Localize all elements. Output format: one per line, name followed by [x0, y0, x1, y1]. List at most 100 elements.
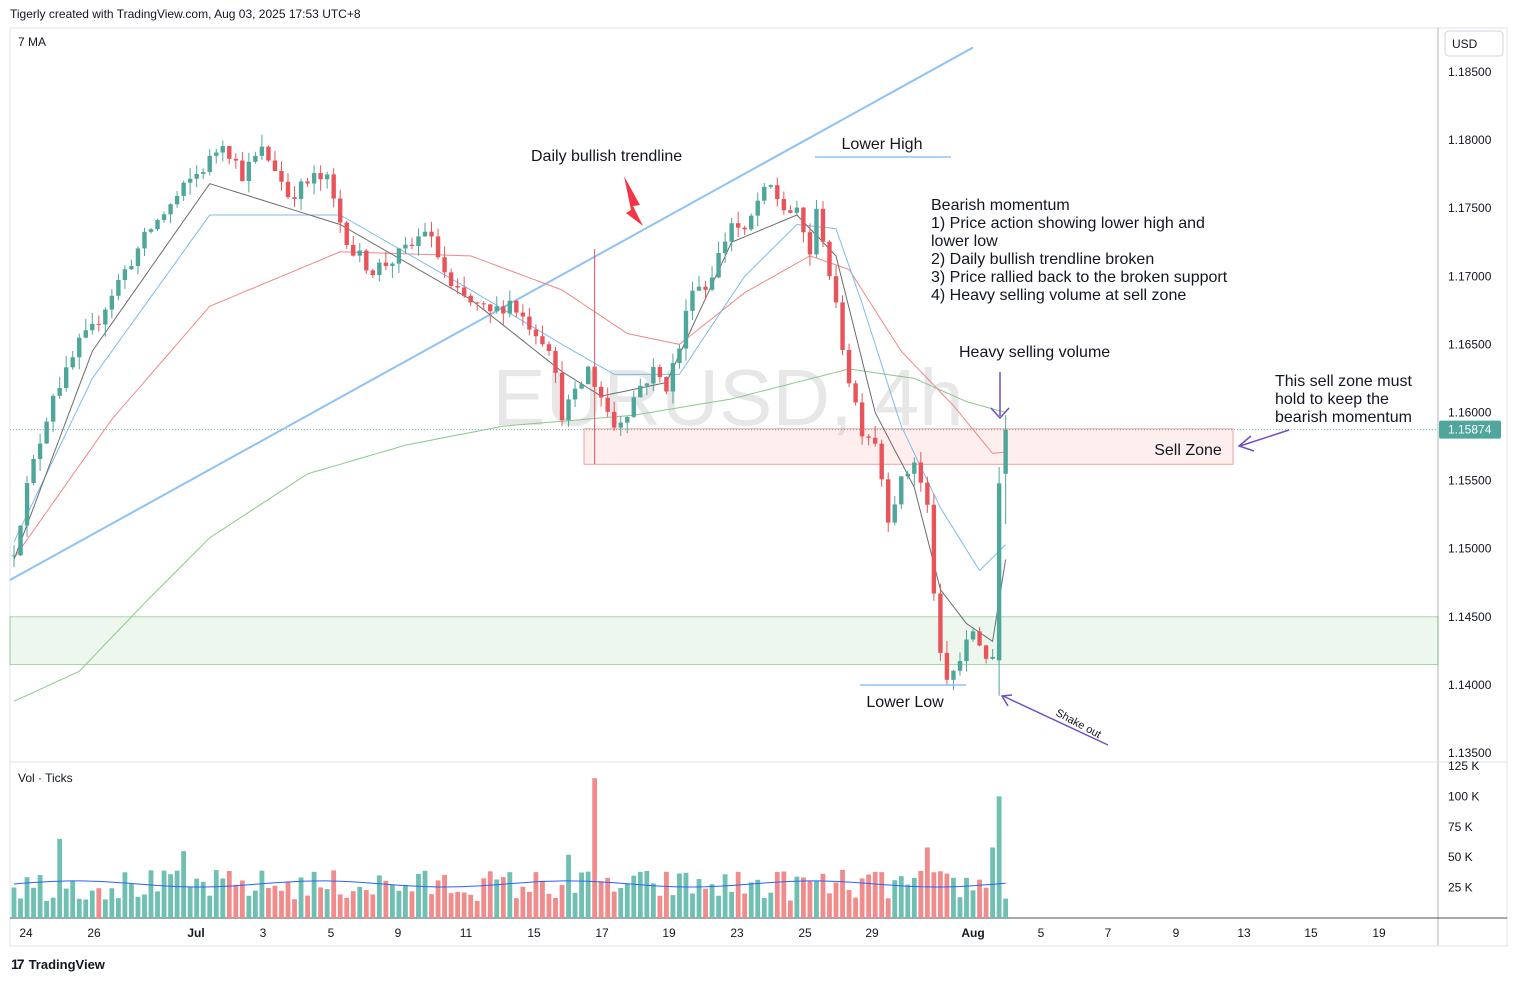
- volume-bar: [990, 847, 995, 918]
- volume-bar: [722, 874, 728, 918]
- symbol-watermark: EURUSD, 4h: [492, 353, 963, 442]
- volume-bar: [50, 897, 56, 918]
- volume-bar: [964, 877, 969, 918]
- shake-out-arrow-shaft: [1002, 695, 1109, 746]
- candle-body: [846, 349, 852, 384]
- candle-body: [501, 306, 506, 314]
- volume-tick-label: 100 K: [1448, 789, 1479, 803]
- volume-bar: [690, 893, 695, 918]
- volume-bar: [70, 880, 76, 918]
- volume-bar: [115, 898, 121, 918]
- time-tick-label: Jul: [187, 926, 204, 940]
- volume-bar: [239, 880, 245, 918]
- volume-bar: [272, 885, 278, 918]
- candle-body: [859, 402, 865, 437]
- volume-bar: [820, 873, 826, 918]
- volume-bar: [885, 898, 891, 918]
- volume-bar: [455, 891, 461, 918]
- candle-body: [722, 241, 728, 253]
- volume-bar: [298, 877, 304, 918]
- candle-body: [305, 181, 310, 184]
- candle-body: [298, 181, 304, 199]
- volume-bar: [409, 891, 415, 918]
- volume-bar: [748, 882, 754, 918]
- last-price-tag: [1439, 420, 1501, 439]
- volume-bar: [350, 891, 356, 918]
- candle-body: [905, 473, 910, 477]
- volume-bar: [44, 900, 50, 918]
- candle-body: [168, 204, 173, 215]
- volume-bar: [292, 899, 297, 918]
- volume-bar: [624, 883, 630, 918]
- candle-body: [129, 266, 134, 270]
- annotation-lower-high: Lower High: [842, 136, 923, 153]
- price-tick-label: 1.16500: [1448, 337, 1492, 351]
- candle-body: [246, 161, 252, 182]
- candle-body: [77, 337, 82, 358]
- volume-bar: [109, 888, 115, 918]
- candle-body: [762, 186, 767, 201]
- candle-body: [872, 437, 878, 444]
- volume-bar: [194, 878, 200, 918]
- candle-body: [644, 383, 650, 386]
- volume-bar: [266, 888, 271, 918]
- volume-bar: [585, 871, 591, 918]
- volume-bar: [696, 879, 702, 918]
- candle-body: [200, 172, 206, 174]
- candle-body: [833, 276, 839, 303]
- candle-body: [377, 262, 382, 276]
- volume-bar: [279, 890, 284, 918]
- candle-body: [670, 363, 676, 392]
- volume-bar: [879, 872, 885, 918]
- candle-body: [18, 525, 23, 556]
- volume-bar: [487, 871, 493, 918]
- volume-bar: [422, 870, 428, 918]
- momentum-point: lower low: [931, 233, 998, 250]
- candle-body: [690, 290, 695, 311]
- volume-bar: [794, 876, 800, 918]
- candle-body: [403, 244, 408, 249]
- candle-body: [109, 295, 115, 310]
- candle-body: [807, 232, 813, 255]
- candle-body: [866, 436, 871, 438]
- candle-body: [468, 295, 473, 303]
- candle-body: [559, 372, 565, 421]
- time-tick-label: 15: [527, 926, 541, 940]
- candle-body: [716, 252, 721, 278]
- candle-body: [11, 555, 17, 557]
- volume-average-line: [13, 880, 1006, 888]
- annotation-shake-out: Shake out: [1054, 707, 1103, 741]
- candle-body: [357, 250, 362, 256]
- volume-bar: [657, 895, 663, 918]
- volume-bar: [331, 870, 337, 918]
- tradingview-brand[interactable]: 17 TradingView: [11, 956, 105, 972]
- candle-body: [227, 146, 232, 159]
- candle-body: [416, 236, 421, 247]
- volume-bar: [1003, 898, 1009, 918]
- volume-bar: [213, 870, 219, 918]
- candle-body: [814, 208, 819, 255]
- candle-body: [709, 277, 715, 290]
- volume-bar: [285, 881, 291, 918]
- annotation-lower-low: Lower Low: [866, 694, 944, 711]
- volume-bar: [18, 898, 23, 918]
- volume-bar: [566, 854, 571, 918]
- time-tick-label: 23: [730, 926, 744, 940]
- currency-button-label[interactable]: USD: [1452, 37, 1478, 51]
- price-tick-label: 1.15000: [1448, 542, 1492, 556]
- currency-button: [1444, 30, 1504, 57]
- candle-body: [253, 155, 258, 162]
- volume-bar: [435, 880, 441, 918]
- volume-bar: [442, 874, 447, 918]
- volume-bar: [924, 847, 930, 918]
- candle-body: [161, 214, 167, 221]
- candle-body: [925, 482, 930, 505]
- volume-bar: [31, 887, 36, 918]
- daily-trendline: [9, 46, 974, 581]
- candle-body: [142, 231, 147, 249]
- indicator-label: 7 MA: [18, 35, 46, 49]
- volume-bar: [801, 877, 806, 918]
- time-tick-label: 13: [1237, 926, 1251, 940]
- volume-bar: [872, 871, 878, 918]
